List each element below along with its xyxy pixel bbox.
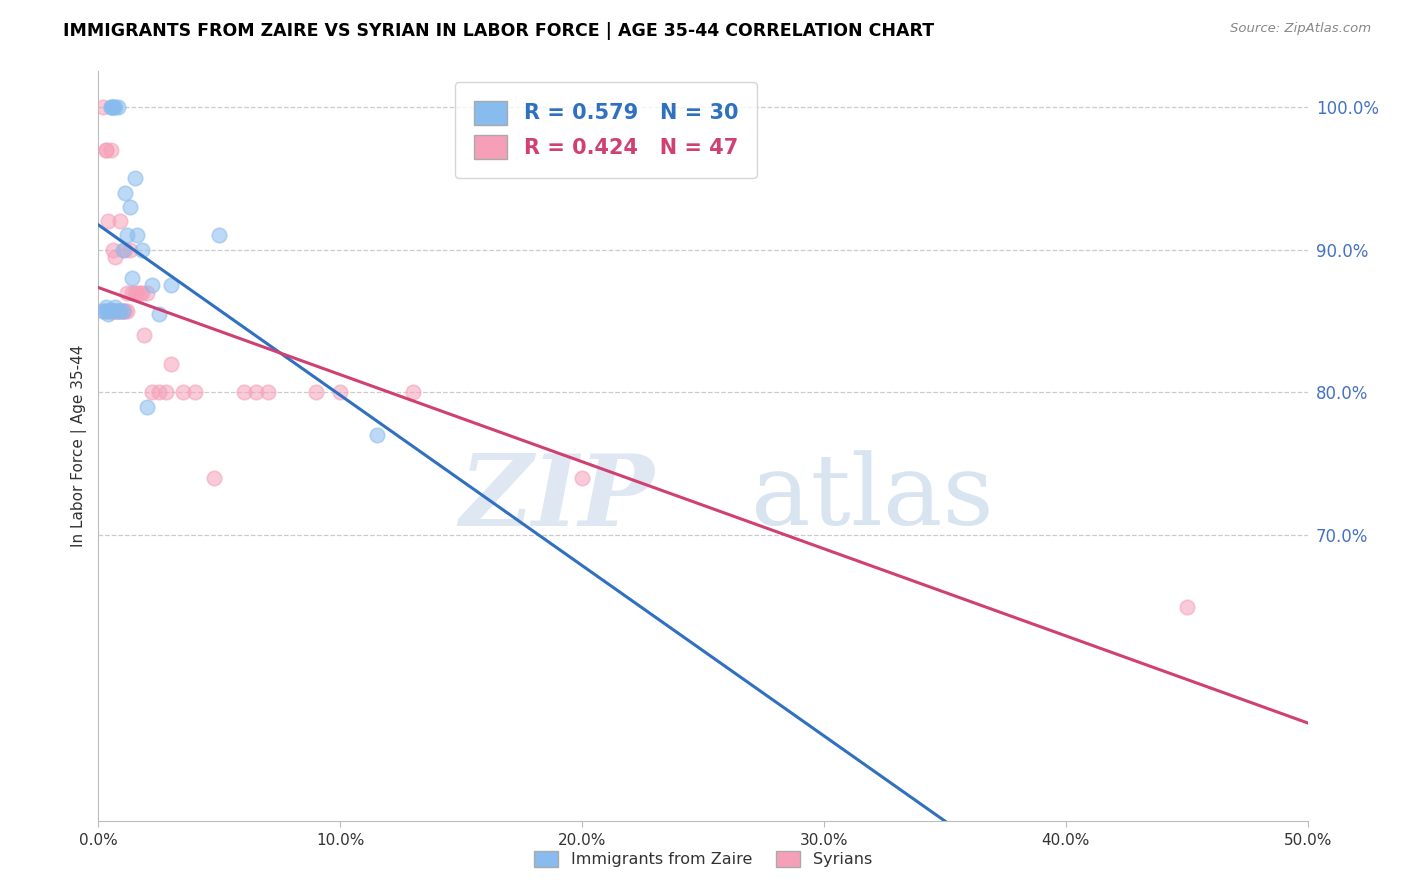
Point — [134, 328, 156, 343]
Point — [135, 400, 157, 414]
Point — [94, 304, 117, 318]
Point — [402, 385, 425, 400]
Point — [135, 285, 157, 300]
Point — [121, 285, 143, 300]
Point — [148, 385, 170, 400]
Point — [117, 285, 139, 300]
Point — [117, 304, 139, 318]
Point — [124, 171, 146, 186]
Point — [124, 285, 146, 300]
Point — [117, 228, 139, 243]
Point — [131, 243, 153, 257]
Point — [1175, 599, 1198, 614]
Point — [100, 302, 122, 317]
Point — [111, 243, 134, 257]
Point — [108, 304, 131, 318]
Point — [160, 357, 183, 371]
Point — [121, 271, 143, 285]
Point — [118, 200, 141, 214]
Text: atlas: atlas — [751, 450, 994, 546]
Point — [172, 385, 194, 400]
Point — [107, 304, 129, 318]
Point — [141, 278, 163, 293]
Point — [208, 228, 231, 243]
Point — [107, 304, 129, 318]
Point — [366, 428, 388, 442]
Point — [141, 385, 163, 400]
Point — [97, 304, 120, 318]
Point — [104, 304, 127, 318]
Point — [91, 100, 114, 114]
Point — [155, 385, 177, 400]
Legend: Immigrants from Zaire, Syrians: Immigrants from Zaire, Syrians — [526, 843, 880, 875]
Point — [104, 100, 127, 114]
Point — [256, 385, 278, 400]
Point — [160, 278, 183, 293]
Point — [114, 304, 136, 318]
Point — [97, 307, 120, 321]
Point — [571, 471, 593, 485]
Point — [128, 285, 150, 300]
Point — [111, 304, 134, 318]
Point — [97, 214, 120, 228]
Point — [97, 304, 120, 318]
Legend: R = 0.579   N = 30, R = 0.424   N = 47: R = 0.579 N = 30, R = 0.424 N = 47 — [456, 82, 758, 178]
Text: Source: ZipAtlas.com: Source: ZipAtlas.com — [1230, 22, 1371, 36]
Point — [104, 250, 127, 264]
Point — [118, 243, 141, 257]
Point — [131, 285, 153, 300]
Point — [108, 304, 131, 318]
Point — [104, 304, 127, 318]
Point — [101, 100, 124, 114]
Point — [104, 300, 127, 314]
Point — [91, 304, 114, 318]
Point — [100, 143, 122, 157]
Point — [111, 304, 134, 318]
Point — [108, 214, 131, 228]
Point — [184, 385, 207, 400]
Y-axis label: In Labor Force | Age 35-44: In Labor Force | Age 35-44 — [72, 345, 87, 547]
Text: IMMIGRANTS FROM ZAIRE VS SYRIAN IN LABOR FORCE | AGE 35-44 CORRELATION CHART: IMMIGRANTS FROM ZAIRE VS SYRIAN IN LABOR… — [63, 22, 935, 40]
Point — [232, 385, 254, 400]
Point — [107, 100, 129, 114]
Point — [91, 304, 114, 318]
Point — [204, 471, 226, 485]
Point — [100, 304, 122, 318]
Point — [107, 304, 129, 318]
Point — [101, 100, 124, 114]
Text: ZIP: ZIP — [460, 450, 655, 547]
Point — [101, 304, 124, 318]
Point — [111, 304, 134, 318]
Point — [114, 186, 136, 200]
Point — [100, 100, 122, 114]
Point — [305, 385, 328, 400]
Point — [100, 100, 122, 114]
Point — [94, 143, 117, 157]
Point — [94, 300, 117, 314]
Point — [329, 385, 352, 400]
Point — [127, 228, 149, 243]
Point — [94, 143, 117, 157]
Point — [101, 304, 124, 318]
Point — [245, 385, 267, 400]
Point — [148, 307, 170, 321]
Point — [127, 285, 149, 300]
Point — [101, 243, 124, 257]
Point — [114, 243, 136, 257]
